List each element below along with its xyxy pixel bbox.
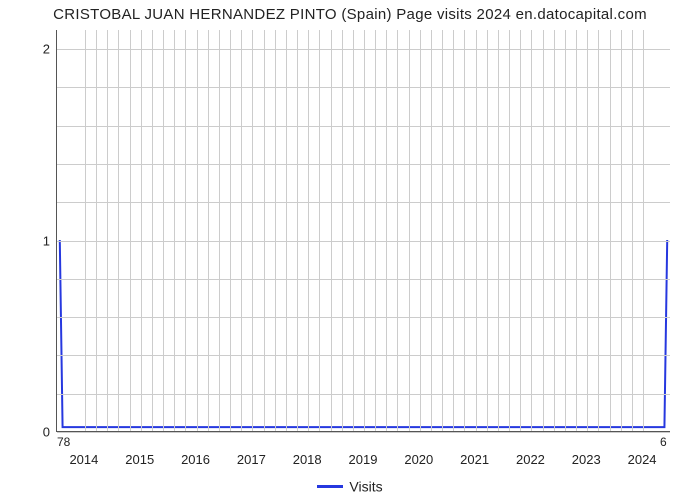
corner-label-bottom-right: 6 [660,435,667,449]
gridline-vertical [420,30,421,431]
gridline-vertical [264,30,265,431]
gridline-horizontal [57,49,670,50]
gridline-vertical [375,30,376,431]
gridline-horizontal [57,87,670,88]
gridline-horizontal [57,202,670,203]
gridline-vertical [487,30,488,431]
gridline-vertical [498,30,499,431]
x-tick-label: 2022 [516,452,545,467]
gridline-vertical [621,30,622,431]
gridline-horizontal [57,126,670,127]
gridline-horizontal [57,279,670,280]
x-tick-label: 2015 [125,452,154,467]
gridline-vertical [107,30,108,431]
gridline-vertical [554,30,555,431]
gridline-vertical [85,30,86,431]
gridline-horizontal [57,317,670,318]
gridline-vertical [520,30,521,431]
legend-swatch [317,485,343,488]
gridline-vertical [453,30,454,431]
gridline-vertical [297,30,298,431]
gridline-vertical [219,30,220,431]
gridline-vertical [118,30,119,431]
chart-title: CRISTOBAL JUAN HERNANDEZ PINTO (Spain) P… [0,6,700,23]
gridline-vertical [96,30,97,431]
gridline-vertical [543,30,544,431]
x-tick-label: 2014 [69,452,98,467]
x-tick-label: 2021 [460,452,489,467]
gridline-vertical [509,30,510,431]
legend-label: Visits [349,478,382,494]
gridline-horizontal [57,432,670,433]
gridline-vertical [331,30,332,431]
legend: Visits [0,477,700,494]
gridline-vertical [163,30,164,431]
gridline-vertical [576,30,577,431]
gridline-horizontal [57,241,670,242]
gridline-vertical [319,30,320,431]
gridline-vertical [464,30,465,431]
y-tick-label: 0 [10,425,50,440]
gridline-horizontal [57,355,670,356]
x-tick-label: 2019 [349,452,378,467]
gridline-vertical [230,30,231,431]
chart-page: CRISTOBAL JUAN HERNANDEZ PINTO (Spain) P… [0,0,700,500]
x-tick-label: 2016 [181,452,210,467]
gridline-vertical [353,30,354,431]
x-tick-label: 2023 [572,452,601,467]
x-tick-label: 2024 [628,452,657,467]
gridline-vertical [587,30,588,431]
gridline-vertical [308,30,309,431]
gridline-vertical [598,30,599,431]
gridline-vertical [174,30,175,431]
x-tick-label: 2018 [293,452,322,467]
x-tick-label: 2017 [237,452,266,467]
gridline-vertical [431,30,432,431]
gridline-vertical [208,30,209,431]
gridline-vertical [397,30,398,431]
gridline-vertical [252,30,253,431]
gridline-vertical [442,30,443,431]
gridline-vertical [386,30,387,431]
gridline-vertical [610,30,611,431]
gridline-vertical [643,30,644,431]
gridline-horizontal [57,164,670,165]
gridline-vertical [364,30,365,431]
y-tick-label: 1 [10,233,50,248]
y-tick-label: 2 [10,42,50,57]
gridline-vertical [476,30,477,431]
plot-area [56,30,670,432]
gridline-vertical [185,30,186,431]
gridline-vertical [275,30,276,431]
gridline-vertical [342,30,343,431]
gridline-vertical [152,30,153,431]
gridline-vertical [130,30,131,431]
gridline-vertical [141,30,142,431]
gridline-vertical [197,30,198,431]
gridline-vertical [286,30,287,431]
gridline-vertical [409,30,410,431]
gridline-horizontal [57,394,670,395]
corner-label-bottom-left: 78 [57,435,70,449]
gridline-vertical [241,30,242,431]
gridline-vertical [632,30,633,431]
gridline-vertical [565,30,566,431]
x-tick-label: 2020 [404,452,433,467]
gridline-vertical [531,30,532,431]
